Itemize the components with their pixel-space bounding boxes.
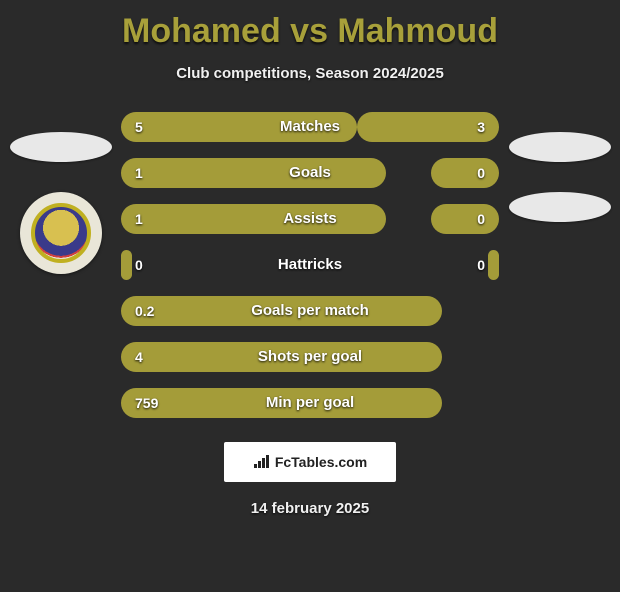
bar-row-goals: 1 Goals 0	[121, 158, 499, 188]
bar-row-assists: 1 Assists 0	[121, 204, 499, 234]
comparison-bars: 5 Matches 3 1 Goals 0 1 Assists 0 0 Hatt…	[121, 112, 499, 418]
bar-label-assists: Assists	[121, 204, 499, 234]
bar-label-mpg: Min per goal	[121, 388, 499, 418]
bar-val-right-goals: 0	[477, 158, 485, 188]
left-club-logo-pill	[10, 132, 112, 162]
bar-label-hattricks: Hattricks	[121, 250, 499, 280]
right-club-logo-pill-2	[509, 192, 611, 222]
bar-val-left-hattricks: 0	[135, 250, 143, 280]
bar-val-left-assists: 1	[135, 204, 143, 234]
chart-icon	[253, 455, 271, 469]
bar-val-left-mpg: 759	[135, 388, 158, 418]
right-logos-column	[507, 132, 612, 222]
left-club-crest	[20, 192, 102, 274]
bar-row-gpm: 0.2 Goals per match	[121, 296, 499, 326]
bar-val-left-matches: 5	[135, 112, 143, 142]
bar-label-goals: Goals	[121, 158, 499, 188]
watermark-badge: FcTables.com	[224, 442, 396, 482]
bar-val-left-spg: 4	[135, 342, 143, 372]
bar-label-gpm: Goals per match	[121, 296, 499, 326]
page-subtitle: Club competitions, Season 2024/2025	[0, 65, 620, 82]
page-title: Mohamed vs Mahmoud	[0, 12, 620, 51]
bar-val-right-matches: 3	[477, 112, 485, 142]
right-club-logo-pill-1	[509, 132, 611, 162]
bar-label-spg: Shots per goal	[121, 342, 499, 372]
crest-icon	[31, 203, 91, 263]
bar-val-right-hattricks: 0	[477, 250, 485, 280]
date-text: 14 february 2025	[0, 500, 620, 517]
bar-row-hattricks: 0 Hattricks 0	[121, 250, 499, 280]
watermark-text: FcTables.com	[275, 454, 367, 470]
bar-val-left-goals: 1	[135, 158, 143, 188]
left-logos-column	[8, 132, 113, 274]
bar-row-mpg: 759 Min per goal	[121, 388, 499, 418]
bar-val-left-gpm: 0.2	[135, 296, 154, 326]
bar-row-matches: 5 Matches 3	[121, 112, 499, 142]
bar-row-spg: 4 Shots per goal	[121, 342, 499, 372]
bar-val-right-assists: 0	[477, 204, 485, 234]
bar-label-matches: Matches	[121, 112, 499, 142]
